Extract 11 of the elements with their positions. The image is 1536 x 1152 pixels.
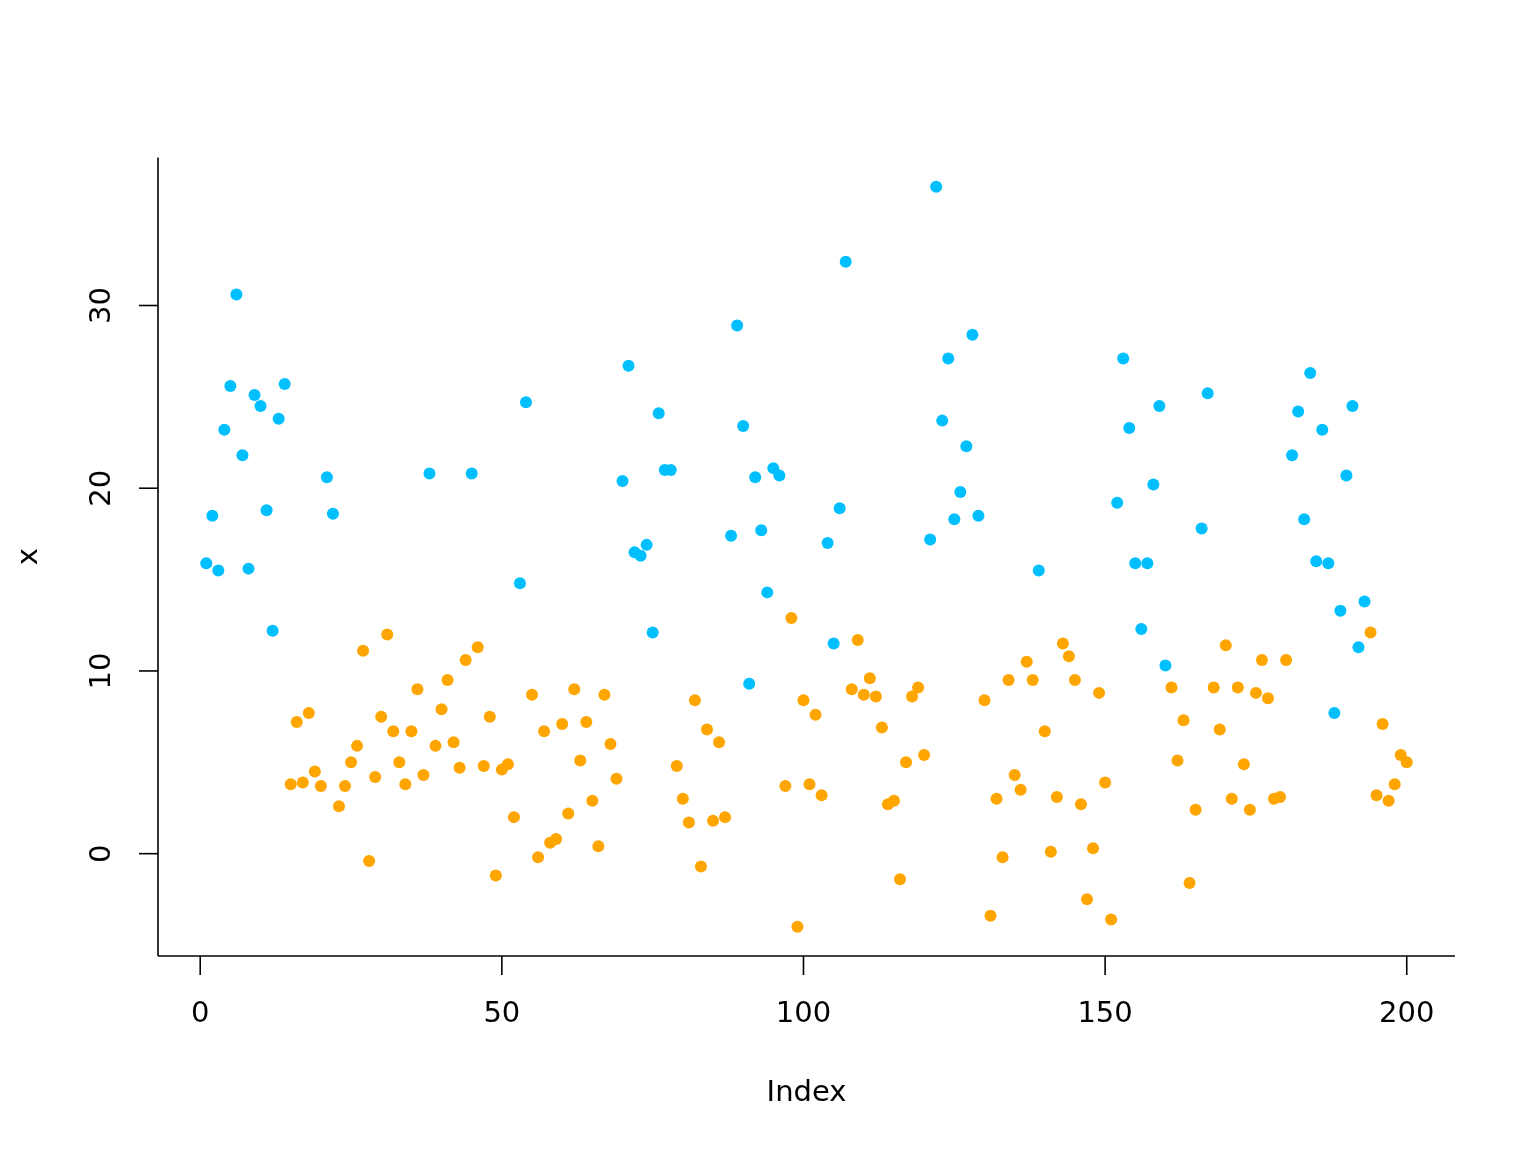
x-tick-label: 100: [775, 995, 832, 1030]
y-tick-label: 0: [83, 844, 117, 863]
y-tick-label: 20: [83, 469, 117, 507]
y-axis-title: x: [10, 548, 44, 566]
x-tick-label: 50: [483, 995, 521, 1030]
x-tick-label: 200: [1379, 995, 1435, 1030]
x-axis-title: Index: [766, 1074, 847, 1108]
y-tick-label: 30: [83, 287, 117, 324]
y-tick-label: 10: [83, 652, 117, 690]
x-tick-label: 150: [1077, 995, 1133, 1030]
x-tick-label: 0: [191, 995, 210, 1030]
